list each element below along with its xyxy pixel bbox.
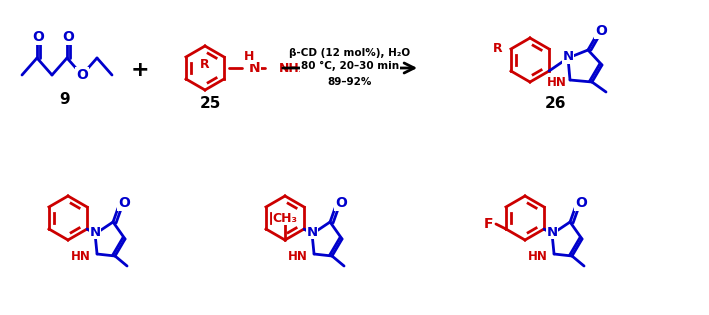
Text: O: O: [62, 30, 74, 44]
Text: O: O: [76, 68, 88, 82]
Text: N: N: [306, 226, 318, 238]
Text: H: H: [244, 50, 255, 64]
Text: 26: 26: [545, 95, 566, 111]
Text: N: N: [89, 226, 101, 238]
Text: NH₂: NH₂: [279, 61, 305, 75]
Text: HN: HN: [547, 76, 567, 89]
Text: R: R: [200, 58, 210, 71]
Text: F: F: [484, 217, 493, 231]
Text: CH₃: CH₃: [272, 211, 298, 225]
Text: β-CD (12 mol%), H₂O: β-CD (12 mol%), H₂O: [289, 48, 411, 58]
Text: N: N: [562, 50, 574, 64]
Text: O: O: [595, 24, 607, 38]
Text: N: N: [547, 226, 557, 238]
Text: 9: 9: [60, 93, 70, 107]
Text: +: +: [130, 60, 150, 80]
Text: 89–92%: 89–92%: [328, 77, 372, 87]
Text: HN: HN: [71, 250, 91, 264]
Text: O: O: [575, 196, 587, 210]
Text: N: N: [249, 61, 261, 75]
Text: O: O: [118, 196, 130, 210]
Text: HN: HN: [528, 250, 548, 264]
Text: R: R: [493, 43, 503, 55]
Text: 25: 25: [199, 95, 220, 111]
Text: O: O: [32, 30, 44, 44]
Text: 80 °C, 20–30 min: 80 °C, 20–30 min: [301, 61, 399, 71]
Text: HN: HN: [288, 250, 308, 264]
Text: O: O: [335, 196, 347, 210]
